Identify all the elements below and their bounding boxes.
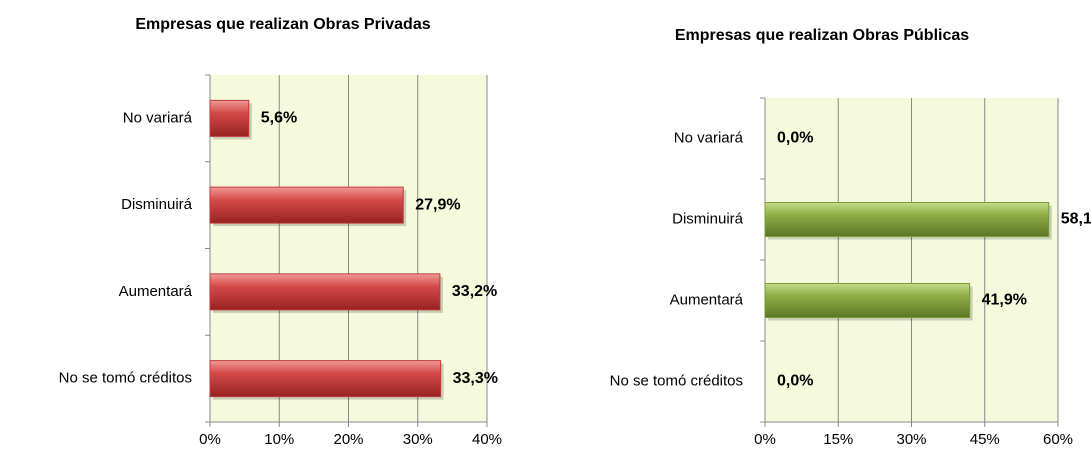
- x-tick-label: 40%: [472, 431, 502, 448]
- value-label: 33,3%: [453, 370, 498, 387]
- bar: [764, 283, 971, 318]
- x-tick-label: 45%: [970, 431, 1000, 448]
- category-label: Disminuirá: [672, 210, 744, 227]
- bar: [209, 186, 404, 224]
- value-label: 27,9%: [415, 196, 460, 213]
- chart-title: Empresas que realizan Obras Públicas: [675, 27, 969, 44]
- category-label: Aumentará: [670, 291, 744, 308]
- x-tick-label: 0%: [199, 431, 221, 448]
- category-label: No se tomó créditos: [59, 370, 192, 387]
- bar: [209, 99, 250, 137]
- value-label: 0,0%: [777, 130, 813, 147]
- x-tick-label: 15%: [823, 431, 853, 448]
- x-tick-label: 20%: [333, 431, 363, 448]
- category-label: No se tomó créditos: [610, 372, 743, 389]
- bar: [209, 360, 442, 398]
- bar: [209, 273, 441, 311]
- chart-title: Empresas que realizan Obras Privadas: [135, 16, 430, 33]
- category-label: No variará: [123, 109, 193, 126]
- x-tick-label: 60%: [1043, 431, 1073, 448]
- value-label: 5,6%: [261, 110, 297, 127]
- value-label: 33,2%: [452, 283, 497, 300]
- value-label: 58,1%: [1061, 211, 1091, 228]
- category-label: Disminuirá: [121, 196, 193, 213]
- bar: [764, 202, 1050, 237]
- x-tick-label: 30%: [403, 431, 433, 448]
- value-label: 41,9%: [982, 292, 1027, 309]
- x-tick-label: 0%: [754, 431, 776, 448]
- category-label: Aumentará: [119, 283, 193, 300]
- category-label: No variará: [674, 129, 744, 146]
- x-tick-label: 30%: [896, 431, 926, 448]
- x-tick-label: 10%: [264, 431, 294, 448]
- value-label: 0,0%: [777, 373, 813, 390]
